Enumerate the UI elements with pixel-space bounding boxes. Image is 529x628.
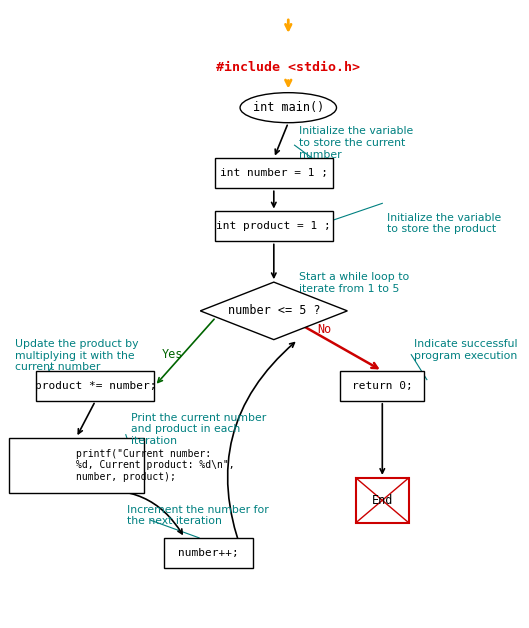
Ellipse shape bbox=[240, 93, 336, 122]
Text: Indicate successful
program execution: Indicate successful program execution bbox=[414, 339, 517, 360]
Text: Initialize the variable
to store the product: Initialize the variable to store the pro… bbox=[387, 213, 501, 234]
FancyBboxPatch shape bbox=[215, 158, 333, 188]
Text: printf("Current number:
%d, Current product: %d\n",
number, product);: printf("Current number: %d, Current prod… bbox=[76, 448, 235, 482]
Text: Yes: Yes bbox=[162, 348, 183, 360]
Text: int product = 1 ;: int product = 1 ; bbox=[216, 222, 331, 232]
Text: Start a while loop to
iterate from 1 to 5: Start a while loop to iterate from 1 to … bbox=[299, 272, 409, 294]
Text: #include <stdio.h>: #include <stdio.h> bbox=[216, 60, 360, 73]
Text: int number = 1 ;: int number = 1 ; bbox=[220, 168, 328, 178]
FancyBboxPatch shape bbox=[340, 371, 424, 401]
FancyBboxPatch shape bbox=[164, 538, 253, 568]
Text: Print the current number
and product in each
iteration: Print the current number and product in … bbox=[131, 413, 266, 446]
FancyBboxPatch shape bbox=[356, 478, 409, 523]
FancyBboxPatch shape bbox=[215, 212, 333, 242]
FancyBboxPatch shape bbox=[37, 371, 154, 401]
Text: Increment the number for
the next iteration: Increment the number for the next iterat… bbox=[127, 505, 269, 526]
Text: Initialize the variable
to store the current
number: Initialize the variable to store the cur… bbox=[299, 126, 414, 160]
Text: Update the product by
multiplying it with the
current number: Update the product by multiplying it wit… bbox=[15, 339, 139, 372]
Polygon shape bbox=[200, 282, 348, 340]
Text: number++;: number++; bbox=[178, 548, 239, 558]
FancyBboxPatch shape bbox=[8, 438, 144, 493]
Text: number <= 5 ?: number <= 5 ? bbox=[227, 305, 320, 317]
Text: product *= number;: product *= number; bbox=[35, 381, 156, 391]
Text: int main(): int main() bbox=[253, 101, 324, 114]
Text: return 0;: return 0; bbox=[352, 381, 413, 391]
Text: No: No bbox=[317, 323, 332, 336]
Text: End: End bbox=[371, 494, 393, 507]
